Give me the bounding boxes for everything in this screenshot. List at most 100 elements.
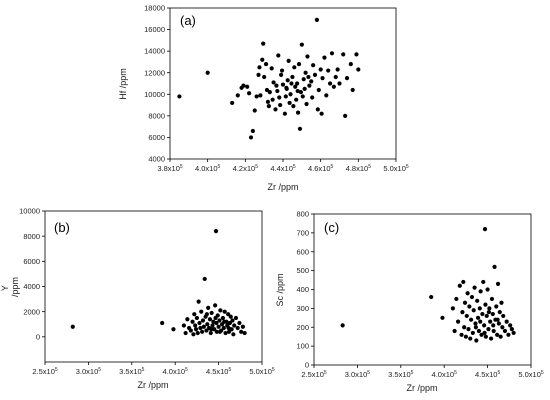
data-point-c — [506, 332, 511, 337]
data-point-a — [257, 65, 262, 70]
data-point-a — [273, 107, 278, 112]
data-point-a — [278, 102, 283, 108]
data-point-a — [287, 100, 292, 106]
y-tick-label-c: 100 — [296, 342, 309, 351]
data-point-b — [228, 314, 233, 319]
data-point-b — [208, 330, 213, 336]
data-point-b — [227, 320, 232, 326]
panel-label-b: (b) — [54, 220, 70, 235]
data-point-b — [242, 330, 247, 336]
data-point-c — [459, 332, 464, 337]
data-point-a — [262, 74, 267, 80]
data-point-b — [235, 325, 240, 331]
x-tick-label-a: 3.8x105 — [157, 164, 183, 173]
data-point-c — [482, 227, 488, 232]
data-point-c — [454, 296, 459, 302]
x-tick-label-b: 3.0x105 — [76, 367, 102, 376]
data-point-a — [274, 83, 279, 88]
data-point-c — [469, 294, 475, 300]
x-tick-label-a: 5.0x105 — [383, 164, 409, 173]
data-point-a — [263, 61, 269, 67]
data-point-c — [465, 291, 470, 296]
data-point-c — [486, 310, 492, 315]
y-axis-label-b-line1: Y — [0, 285, 10, 291]
y-tick-label-b: 8000 — [23, 232, 40, 241]
data-point-a — [277, 95, 282, 100]
data-point-c — [463, 334, 468, 339]
x-tick-label-b: 2.5x105 — [32, 367, 58, 376]
data-point-a — [285, 78, 290, 83]
data-point-b — [212, 327, 217, 332]
data-point-c — [478, 289, 483, 294]
data-point-a — [295, 88, 300, 94]
data-point-a — [280, 82, 286, 87]
data-point-b — [195, 330, 200, 336]
data-point-c — [494, 304, 499, 309]
data-point-a — [261, 41, 266, 46]
data-point-c — [429, 294, 434, 300]
data-point-a — [305, 54, 310, 59]
y-tick-label-c: 0 — [305, 361, 309, 370]
data-point-c — [462, 325, 467, 330]
data-point-b — [190, 319, 195, 324]
points-b — [70, 229, 247, 337]
data-point-b — [213, 229, 219, 234]
data-point-a — [289, 81, 294, 86]
data-point-a — [333, 74, 338, 80]
y-ticks-a: 4000 6000 8000 10000 12000 14000 16000 18000 — [144, 4, 170, 164]
data-point-a — [260, 57, 265, 62]
data-point-a — [275, 88, 280, 94]
data-point-b — [220, 315, 226, 321]
data-point-b — [196, 299, 201, 304]
data-point-b — [204, 328, 209, 333]
data-point-c — [491, 323, 496, 328]
data-point-c — [475, 298, 480, 303]
x-tick-label-c: 4.0x105 — [432, 370, 458, 379]
y-axis-label-b: Y /ppm — [0, 277, 20, 297]
data-point-c — [478, 319, 483, 324]
y-tick-label-a: 4000 — [148, 155, 165, 164]
data-point-c — [482, 330, 487, 336]
data-point-b — [213, 303, 218, 308]
data-point-b — [210, 323, 215, 328]
data-point-b — [209, 310, 214, 316]
data-point-b — [200, 329, 205, 334]
y-tick-label-b: 10000 — [19, 207, 40, 216]
data-point-a — [298, 90, 303, 95]
x-tick-label-a: 4.2x105 — [233, 164, 259, 173]
data-point-a — [312, 72, 318, 77]
y-axis-label-b-line2: /ppm — [10, 277, 20, 297]
data-point-b — [226, 325, 231, 331]
x-axis-label-c: Zr /ppm — [406, 383, 437, 393]
data-point-a — [279, 72, 284, 77]
y-tick-label-a: 18000 — [144, 4, 165, 13]
y-axis-label-c: Sc /ppm — [275, 273, 285, 306]
data-point-a — [324, 93, 329, 98]
data-point-a — [301, 77, 306, 82]
data-point-c — [475, 315, 481, 320]
data-point-c — [455, 319, 461, 324]
data-point-a — [315, 107, 320, 112]
y-tick-label-c: 600 — [296, 247, 309, 256]
data-point-c — [488, 319, 493, 324]
data-point-a — [302, 86, 307, 91]
data-point-c — [495, 317, 500, 322]
data-point-a — [266, 104, 271, 109]
data-point-c — [489, 296, 495, 302]
y-tick-label-b: 0 — [36, 332, 40, 341]
data-point-b — [232, 323, 237, 328]
data-point-c — [491, 328, 496, 334]
x-tick-label-c: 3.0x105 — [345, 370, 371, 379]
data-point-c — [485, 287, 490, 292]
y-tick-label-b: 6000 — [23, 257, 40, 266]
y-ticks-b: 0 2000 4000 6000 8000 10000 — [19, 207, 45, 341]
data-point-c — [457, 283, 462, 288]
x-ticks-a: 3.8x105 4.0x105 4.2x105 4.4x105 4.6x105 4.8x1… — [157, 159, 409, 173]
data-point-a — [258, 93, 263, 98]
data-point-c — [473, 321, 478, 326]
data-point-b — [223, 330, 228, 336]
data-point-a — [296, 61, 302, 67]
data-point-c — [501, 313, 506, 319]
data-point-c — [464, 313, 469, 319]
